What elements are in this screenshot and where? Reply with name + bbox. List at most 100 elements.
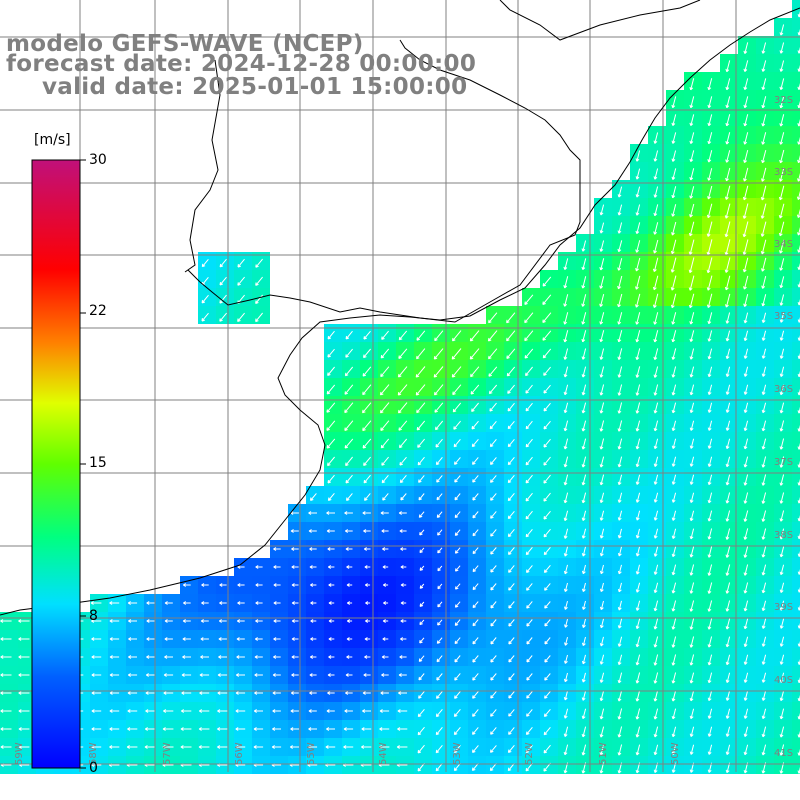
wind-arrow: [688, 239, 695, 255]
wind-arrow: [290, 709, 299, 713]
wind-arrow: [689, 384, 695, 396]
longitude-label: 52W: [524, 742, 535, 765]
wind-arrow: [653, 708, 659, 720]
wind-arrow: [707, 168, 713, 181]
wind-arrow: [237, 276, 245, 286]
wind-arrow: [724, 203, 731, 219]
wind-arrow: [254, 691, 263, 695]
wind-arrow: [761, 149, 767, 164]
wind-arrow: [725, 582, 731, 594]
wind-arrow: [761, 348, 767, 359]
wind-arrow: [743, 293, 749, 307]
wind-arrow: [163, 673, 174, 677]
longitude-label: 57W: [162, 742, 173, 765]
wind-arrow: [346, 583, 353, 587]
wind-arrow: [255, 294, 263, 304]
wind-arrow: [564, 618, 568, 628]
wind-arrow: [362, 691, 371, 695]
wind-arrow: [564, 600, 568, 610]
wind-arrow: [525, 438, 533, 448]
wind-arrow: [599, 438, 605, 450]
wind-arrow: [671, 564, 677, 576]
wind-arrow: [144, 745, 156, 749]
wind-arrow: [383, 601, 389, 605]
wind-arrow: [471, 438, 479, 448]
wind-arrow: [670, 293, 677, 309]
wind-arrow: [327, 348, 335, 358]
wind-arrow: [472, 565, 479, 573]
wind-arrow: [382, 619, 389, 623]
wind-arrow: [18, 727, 30, 731]
latitude-label: 41S: [774, 748, 793, 759]
wind-arrow: [599, 492, 605, 504]
wind-speed-cell: [792, 558, 800, 576]
wind-arrow: [452, 384, 462, 396]
wind-arrow: [707, 690, 713, 702]
wind-arrow: [236, 637, 245, 641]
wind-arrow: [779, 690, 785, 702]
wind-arrow: [743, 420, 749, 432]
latitude-label: 34S: [774, 239, 793, 250]
forecast-date: forecast date: 2024-12-28 00:00:00: [6, 51, 477, 77]
wind-arrow: [599, 672, 605, 683]
wind-arrow: [671, 744, 677, 755]
wind-arrow: [542, 276, 552, 287]
wind-arrow: [345, 330, 353, 340]
wind-arrow: [490, 619, 497, 627]
wind-arrow: [724, 185, 731, 200]
wind-arrow: [760, 239, 767, 255]
wind-arrow: [653, 600, 659, 612]
wind-arrow: [779, 438, 785, 450]
wind-arrow: [525, 384, 533, 394]
wind-arrow: [563, 726, 569, 737]
wind-arrow: [635, 204, 641, 216]
wind-arrow: [201, 294, 209, 304]
wind-arrow: [725, 690, 731, 701]
wind-arrow: [779, 60, 785, 72]
wind-arrow: [581, 420, 587, 432]
wind-arrow: [472, 457, 479, 465]
wind-arrow: [581, 492, 587, 504]
wind-arrow: [761, 474, 767, 486]
wind-arrow: [617, 474, 623, 486]
wind-speed-cell: [792, 540, 800, 558]
wind-arrow: [91, 619, 102, 623]
wind-arrow: [707, 402, 713, 413]
wind-arrow: [18, 745, 30, 749]
wind-arrow: [653, 420, 659, 432]
wind-arrow: [327, 673, 335, 677]
wind-arrow: [707, 96, 713, 109]
wind-arrow: [344, 709, 353, 713]
wind-arrow: [91, 709, 102, 713]
wind-speed-cell: [792, 288, 800, 306]
wind-arrow: [581, 258, 587, 271]
wind-arrow: [617, 204, 623, 216]
wind-arrow: [308, 511, 317, 515]
wind-arrow: [743, 600, 749, 612]
wind-arrow: [128, 637, 137, 641]
wind-arrow: [761, 275, 767, 289]
wind-arrow: [382, 565, 389, 569]
wind-arrow: [454, 601, 461, 608]
wind-arrow: [743, 42, 749, 54]
wind-arrow: [635, 582, 641, 593]
wind-arrow: [599, 204, 605, 216]
wind-arrow: [653, 528, 659, 539]
wind-arrow: [181, 691, 192, 695]
wind-arrow: [761, 257, 767, 272]
wind-arrow: [617, 546, 622, 557]
wind-arrow: [526, 601, 533, 609]
wind-arrow: [271, 745, 282, 749]
wind-arrow: [400, 493, 407, 501]
wind-arrow: [689, 203, 695, 218]
wind-arrow: [707, 420, 713, 431]
wind-arrow: [362, 438, 372, 449]
graticule: [0, 0, 800, 772]
wind-speed-cell: [792, 234, 800, 252]
wind-arrow: [689, 456, 695, 467]
wind-arrow: [309, 565, 317, 569]
wind-arrow: [272, 691, 281, 695]
wind-arrow: [163, 691, 174, 695]
wind-arrow: [797, 712, 800, 720]
wind-arrow: [652, 275, 659, 291]
